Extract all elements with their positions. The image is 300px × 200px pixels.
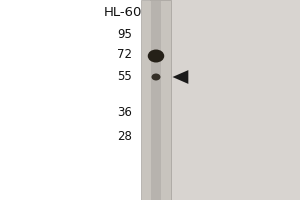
Ellipse shape	[152, 73, 160, 80]
Text: 28: 28	[117, 131, 132, 144]
Bar	[151, 0, 161, 200]
Text: 95: 95	[117, 28, 132, 42]
Text: 72: 72	[117, 48, 132, 62]
Bar	[150, 0, 300, 200]
Ellipse shape	[148, 49, 164, 62]
Text: HL-60: HL-60	[104, 6, 142, 20]
Bar	[0, 0, 150, 200]
Polygon shape	[172, 70, 188, 84]
Text: 36: 36	[117, 106, 132, 119]
Text: 55: 55	[117, 70, 132, 82]
Bar	[141, 0, 171, 200]
